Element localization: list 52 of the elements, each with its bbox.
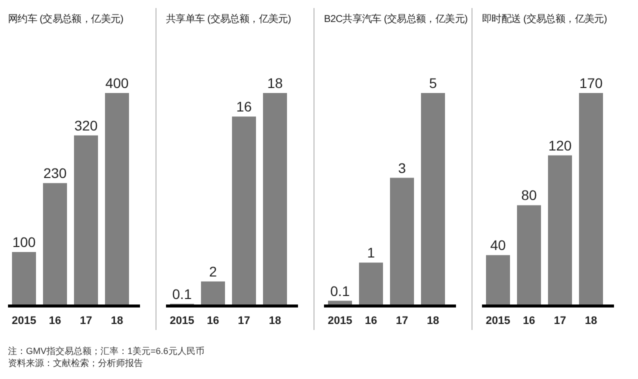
bar bbox=[201, 281, 225, 305]
x-tick-label: 18 bbox=[268, 315, 282, 327]
data-label: 230 bbox=[43, 165, 67, 182]
data-label: 2 bbox=[209, 263, 218, 280]
bar bbox=[486, 255, 510, 305]
bar bbox=[517, 205, 541, 305]
bar bbox=[232, 116, 256, 305]
x-tick-label: 16 bbox=[522, 315, 536, 327]
bar bbox=[548, 155, 572, 305]
x-tick-label: 18 bbox=[110, 315, 124, 327]
text: 注：GMV指交易总额；汇率：1美元=6.6元人民币 bbox=[8, 346, 204, 356]
x-tick-label: 2015 bbox=[486, 315, 510, 327]
bar bbox=[579, 93, 603, 305]
x-tick-label: 17 bbox=[396, 315, 408, 327]
data-label: 0.1 bbox=[172, 286, 192, 302]
data-label: 100 bbox=[12, 234, 36, 250]
chart-title: B2C共享汽车 (交易总额，亿美元) bbox=[324, 13, 468, 25]
bar bbox=[43, 183, 67, 305]
data-label: 1 bbox=[367, 244, 376, 261]
x-tick-label: 2015 bbox=[12, 315, 36, 327]
bar bbox=[359, 262, 383, 305]
bar bbox=[421, 93, 445, 305]
x-tick-label: 2015 bbox=[328, 315, 352, 327]
bar bbox=[105, 93, 129, 305]
data-label: 5 bbox=[429, 75, 438, 91]
data-label: 320 bbox=[74, 117, 98, 134]
data-label: 3 bbox=[398, 160, 406, 176]
x-tick-label: 16 bbox=[48, 315, 62, 327]
bar bbox=[74, 135, 98, 305]
x-tick-label: 17 bbox=[80, 315, 92, 327]
bar bbox=[263, 93, 287, 305]
x-tick-label: 18 bbox=[584, 315, 598, 327]
data-label: 40 bbox=[490, 237, 506, 254]
chart-title: 即时配送 (交易总额，亿美元) bbox=[482, 13, 607, 25]
data-label: 120 bbox=[548, 137, 572, 154]
x-tick-label: 16 bbox=[206, 315, 220, 327]
x-tick-label: 2015 bbox=[170, 315, 194, 327]
bar bbox=[390, 178, 414, 305]
chart-title: 共享单车 (交易总额，亿美元) bbox=[166, 13, 291, 25]
bar bbox=[12, 252, 36, 305]
data-label: 170 bbox=[579, 75, 603, 91]
chart-title: 网约车 (交易总额，亿美元) bbox=[8, 13, 124, 25]
data-label: 16 bbox=[236, 98, 252, 115]
x-tick-label: 17 bbox=[554, 315, 566, 327]
x-tick-label: 17 bbox=[238, 315, 250, 327]
x-tick-label: 16 bbox=[364, 315, 378, 327]
text: 资料来源：文献检索；分析师报告 bbox=[8, 358, 143, 368]
data-label: 400 bbox=[105, 75, 129, 91]
data-label: 80 bbox=[521, 187, 537, 204]
x-tick-label: 18 bbox=[426, 315, 440, 327]
data-label: 0.1 bbox=[330, 282, 350, 299]
data-label: 18 bbox=[267, 75, 283, 91]
